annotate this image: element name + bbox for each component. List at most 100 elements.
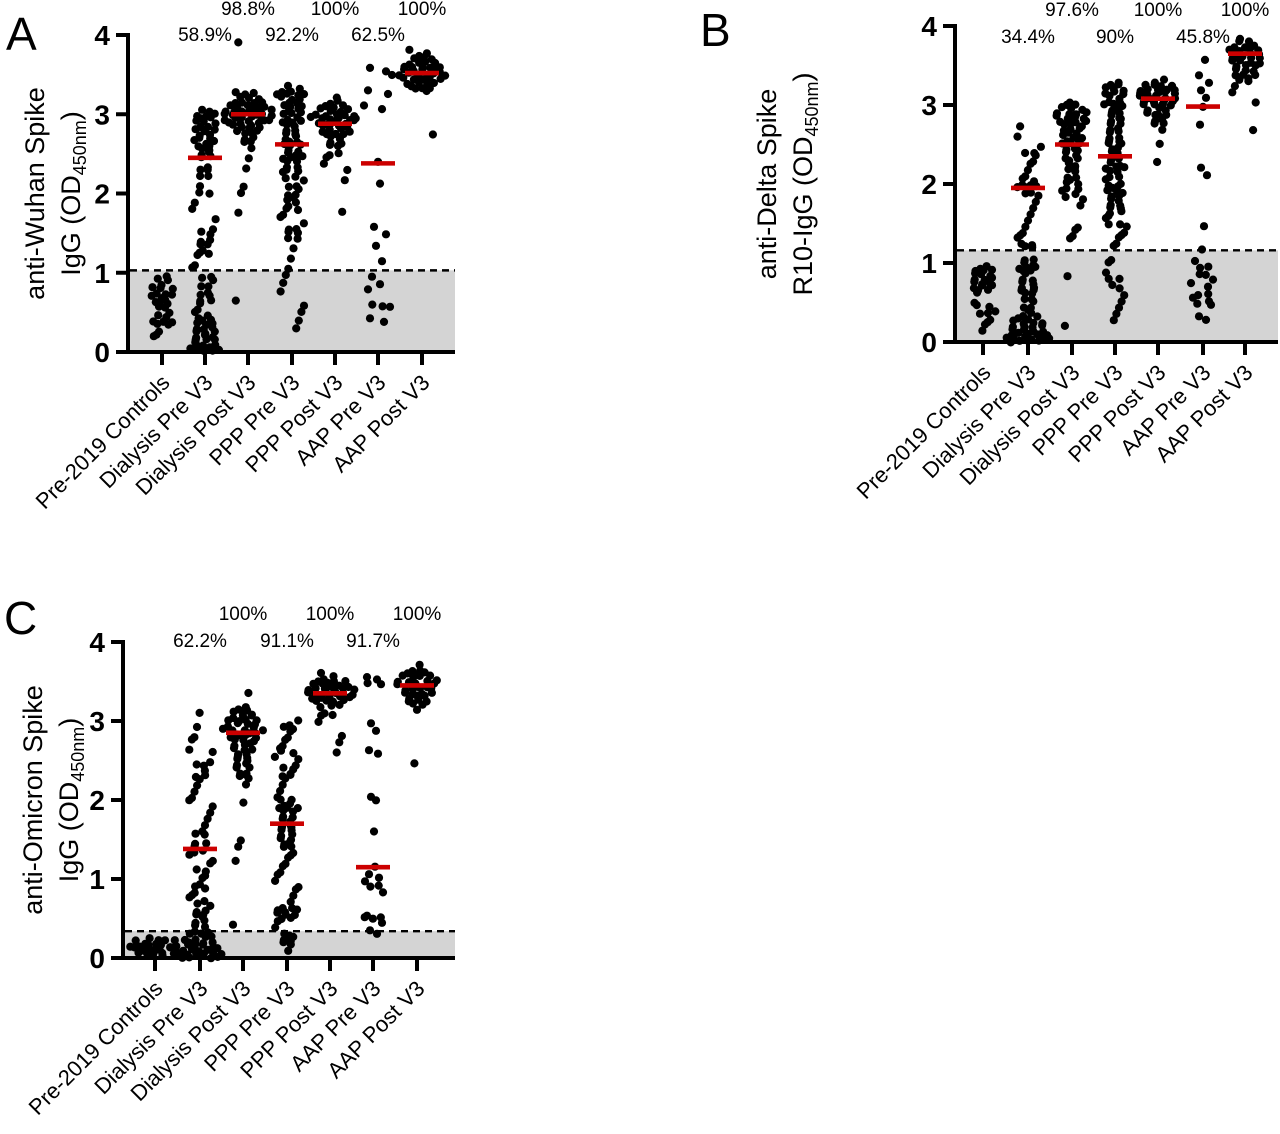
dot [1059, 130, 1068, 140]
dot [1027, 308, 1036, 317]
dot [185, 796, 194, 805]
dot [1251, 70, 1260, 80]
dot [239, 798, 248, 807]
percent-label: 92.2% [265, 25, 319, 46]
dot [1151, 110, 1160, 120]
dot [278, 167, 288, 177]
percent-label: 100% [311, 0, 360, 20]
dot [228, 120, 238, 129]
dot [226, 101, 235, 110]
dot [1021, 288, 1030, 297]
dot [411, 84, 420, 93]
dot [365, 926, 375, 935]
dot [267, 105, 276, 114]
dot [363, 86, 373, 95]
dot [185, 850, 194, 859]
dot [372, 929, 382, 938]
dot [200, 916, 209, 925]
dot [1204, 262, 1213, 271]
dot [1139, 100, 1148, 109]
dot [260, 116, 269, 125]
dot [1199, 222, 1209, 231]
dot [1208, 275, 1218, 284]
dot [218, 724, 228, 733]
dot [299, 301, 309, 310]
dot [359, 101, 369, 110]
dot [362, 673, 372, 682]
axes [943, 24, 1278, 355]
dot [187, 735, 196, 744]
dot [154, 302, 164, 311]
dot [1057, 103, 1066, 112]
dot [1201, 93, 1211, 102]
dot [365, 63, 375, 72]
dot [393, 680, 402, 689]
dot [1058, 186, 1067, 195]
dot [333, 141, 343, 150]
dot [408, 699, 417, 708]
dot [1104, 220, 1113, 229]
dot [991, 307, 1000, 316]
dot [210, 125, 219, 134]
dot [319, 159, 328, 168]
dot [1101, 175, 1110, 184]
y-tick-label: 2 [89, 785, 105, 816]
dot [343, 165, 352, 175]
dot [312, 696, 321, 705]
y-tick-label: 4 [94, 20, 110, 51]
dot [195, 182, 205, 191]
dot [289, 891, 298, 900]
dot [335, 738, 344, 747]
dot [373, 749, 383, 758]
dot [401, 688, 410, 697]
dot [1008, 325, 1017, 334]
dot [980, 320, 990, 329]
dot [1105, 166, 1114, 175]
dot [325, 140, 335, 149]
dot [337, 731, 346, 741]
dot [1064, 158, 1073, 167]
dot [273, 908, 282, 917]
y-tick-label: 0 [89, 943, 105, 974]
percent-label: 100% [1134, 0, 1183, 21]
dot [364, 870, 374, 879]
dot [1078, 195, 1088, 204]
percent-label: 98.8% [221, 0, 275, 20]
dot [316, 703, 325, 712]
dot [1108, 280, 1117, 290]
dot [1230, 82, 1239, 91]
dot [1158, 125, 1167, 134]
dot [291, 198, 300, 207]
dot [292, 324, 301, 333]
dot [1194, 71, 1204, 80]
dot [293, 228, 302, 237]
dot [1104, 138, 1113, 148]
dot [291, 885, 300, 894]
dot [983, 309, 992, 318]
dot [278, 780, 287, 789]
data-points [126, 660, 441, 963]
dot [232, 763, 241, 772]
dot [316, 668, 326, 678]
dot [154, 311, 163, 320]
dot [153, 274, 162, 283]
dot [1101, 83, 1110, 92]
dot [277, 825, 286, 834]
percent-label: 100% [398, 0, 447, 20]
dot [278, 814, 287, 823]
dot [322, 696, 331, 705]
percent-label: 90% [1096, 27, 1134, 48]
dot [428, 130, 437, 139]
dot [418, 700, 427, 709]
dot [1100, 100, 1109, 109]
percent-label: 100% [219, 604, 268, 625]
dot [195, 775, 204, 784]
dot [343, 105, 353, 114]
dot [244, 93, 253, 102]
dot [1193, 299, 1202, 308]
dot [410, 759, 419, 768]
dot [1016, 122, 1025, 131]
dot [185, 929, 194, 938]
dot [277, 92, 286, 101]
dot [204, 282, 213, 291]
